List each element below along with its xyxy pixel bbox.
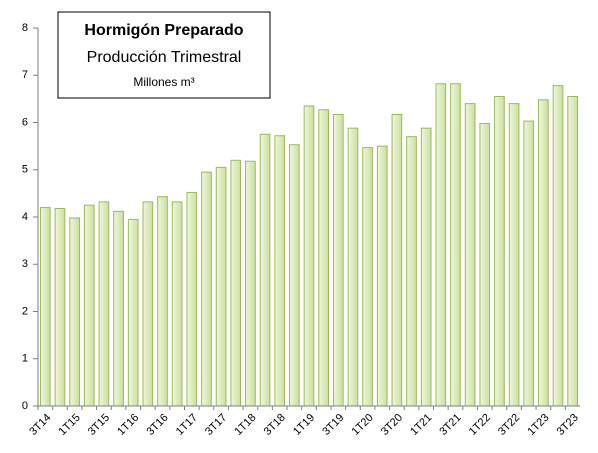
x-tick-label: 3T17	[203, 412, 229, 438]
bar	[391, 113, 403, 407]
bar	[98, 201, 110, 407]
bar	[230, 159, 242, 407]
bar	[274, 135, 286, 407]
x-tick-label: 1T19	[291, 412, 317, 438]
bar	[347, 127, 359, 407]
bar	[83, 204, 95, 407]
bar	[54, 207, 66, 407]
bar	[289, 144, 300, 407]
bar	[142, 201, 154, 407]
y-tick-label: 0	[22, 400, 28, 412]
x-tick-label: 3T19	[320, 412, 346, 438]
x-tick-label: 3T16	[144, 412, 170, 438]
y-tick-label: 3	[22, 258, 28, 270]
x-tick-label: 3T23	[555, 412, 581, 438]
bar	[39, 207, 51, 407]
x-tick-label: 3T14	[27, 412, 53, 438]
y-tick-label: 7	[22, 69, 28, 81]
bar	[259, 133, 271, 407]
x-tick-label: 1T21	[408, 412, 434, 438]
bar	[362, 147, 373, 407]
chart-title: Hormigón Preparado	[84, 22, 243, 39]
x-tick-label: 1T22	[467, 412, 493, 438]
bar	[303, 105, 315, 407]
bar	[567, 96, 579, 407]
bar	[435, 83, 447, 407]
x-tick-label: 3T18	[262, 412, 288, 438]
x-tick-label: 1T20	[350, 412, 376, 438]
bar	[157, 196, 168, 407]
y-tick-label: 2	[22, 305, 28, 317]
title-box	[57, 11, 271, 99]
chart-subtitle: Producción Trimestral	[87, 49, 242, 66]
bar	[552, 85, 564, 407]
y-tick-label: 6	[22, 116, 28, 128]
x-tick-label: 1T15	[57, 412, 83, 438]
bar	[406, 136, 417, 407]
bar	[215, 166, 227, 407]
bar	[245, 160, 256, 407]
x-tick-label: 1T16	[115, 412, 141, 438]
x-tick-label: 3T22	[496, 412, 522, 438]
y-tick-label: 5	[22, 164, 28, 176]
bar	[201, 171, 212, 407]
x-tick-label: 1T18	[232, 412, 258, 438]
bar	[113, 210, 124, 407]
unit-label: Millones m³	[133, 75, 194, 89]
bar	[523, 120, 535, 407]
bar	[420, 127, 432, 407]
x-tick-label: 3T15	[86, 412, 112, 438]
y-tick-label: 1	[22, 353, 28, 365]
bar	[450, 83, 461, 407]
bar	[464, 103, 476, 407]
y-tick-label: 4	[22, 211, 28, 223]
bar	[479, 122, 491, 407]
x-tick-label: 1T23	[525, 412, 551, 438]
x-tick-label: 3T21	[437, 412, 463, 438]
bar	[186, 191, 198, 407]
bar	[171, 201, 183, 407]
x-tick-label: 1T17	[174, 412, 200, 438]
bar	[332, 113, 344, 407]
bar	[127, 218, 139, 407]
bar	[69, 217, 80, 407]
bar	[494, 96, 505, 407]
y-tick-label: 8	[22, 22, 28, 34]
x-tick-label: 3T20	[379, 412, 405, 438]
bar	[318, 109, 329, 407]
bar	[538, 99, 549, 407]
bar	[376, 145, 388, 407]
bar	[508, 103, 520, 407]
